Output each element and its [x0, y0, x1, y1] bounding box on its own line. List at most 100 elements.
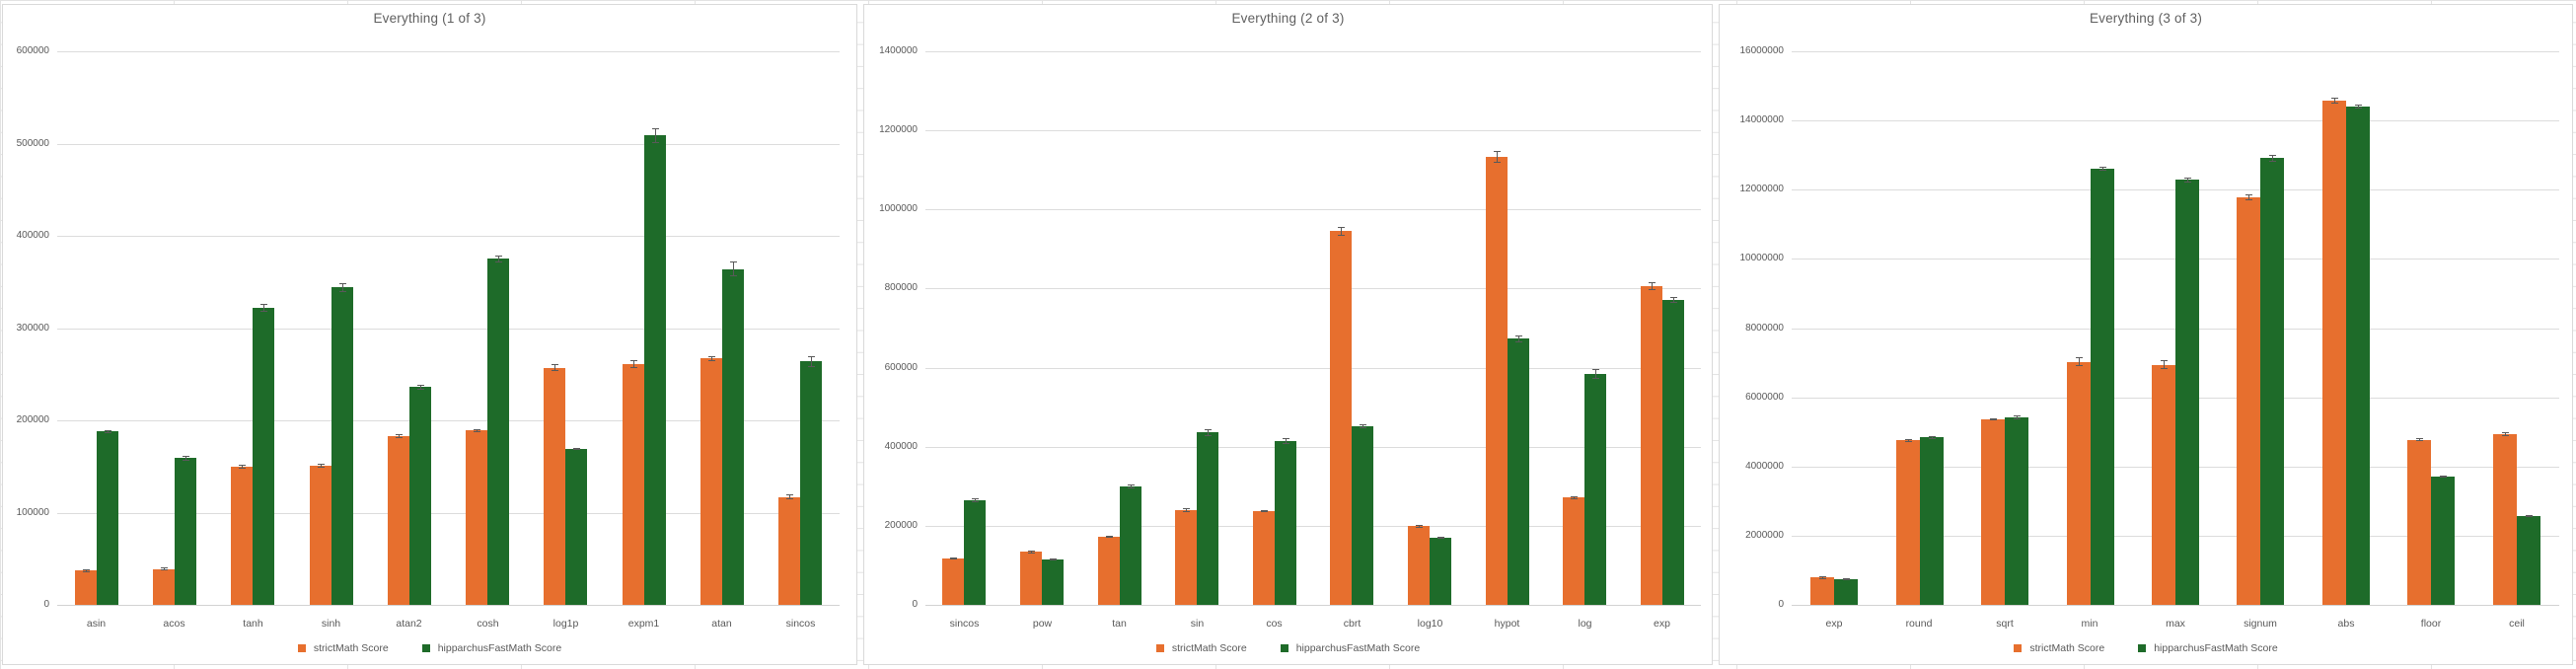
bar-fast-sqrt — [2005, 417, 2028, 605]
error-bar — [1108, 535, 1110, 538]
bar-fast-acos — [175, 458, 196, 605]
error-bar-cap-bottom — [2354, 107, 2362, 109]
bar-fast-pow — [1042, 558, 1064, 605]
error-bar-cap-top — [1514, 335, 1522, 337]
bar-fast-sinh — [331, 287, 353, 605]
bar-strict-max — [2152, 364, 2175, 605]
bar-strict-floor — [2407, 439, 2431, 605]
y-axis-tick-label: 400000 — [16, 230, 49, 241]
y-axis-tick-label: 1400000 — [879, 45, 918, 56]
error-bar-cap-bottom — [338, 290, 346, 292]
x-axis-category-label: sincos — [949, 618, 980, 630]
chart-object-3[interactable]: Everything (3 of 3) strictMath Score hip… — [1719, 4, 2573, 665]
error-bar — [2357, 104, 2359, 109]
error-bar — [1285, 437, 1287, 444]
error-bar-cap-top — [395, 433, 403, 435]
error-bar-cap-bottom — [2415, 440, 2423, 442]
error-bar — [1651, 282, 1653, 291]
error-bar-cap-top — [1928, 435, 1936, 437]
error-bar-cap-top — [338, 283, 346, 285]
x-axis-category-label: signum — [2244, 618, 2277, 630]
x-axis-category-label: atan2 — [396, 618, 422, 630]
error-bar-cap-top — [785, 494, 793, 496]
error-bar-cap-bottom — [1904, 440, 1912, 442]
bar-fast-hypot — [1508, 338, 1529, 605]
error-bar-cap-bottom — [729, 275, 737, 277]
gridline — [925, 288, 1701, 289]
error-bar-cap-top — [729, 261, 737, 263]
chart-object-2[interactable]: Everything (2 of 3) strictMath Score hip… — [863, 4, 1713, 665]
error-bar — [1992, 417, 1994, 420]
error-bar-cap-top — [2354, 104, 2362, 106]
x-axis-category-label: log1p — [552, 618, 579, 630]
bar-fast-exp — [1834, 578, 1858, 605]
y-axis-tick-label: 500000 — [16, 138, 49, 149]
error-bar — [553, 364, 555, 371]
error-bar-cap-bottom — [494, 261, 502, 263]
x-axis-category-label: exp — [1654, 618, 1670, 630]
bar-strict-abs — [2322, 100, 2346, 605]
error-bar — [1052, 558, 1054, 561]
error-bar — [1130, 483, 1132, 488]
bar-fast-log1p — [565, 449, 587, 605]
error-bar — [85, 569, 87, 572]
y-axis-tick-label: 1200000 — [879, 124, 918, 135]
error-bar-cap-bottom — [1648, 289, 1656, 291]
error-bar — [2163, 360, 2165, 370]
x-axis-category-label: cos — [1266, 618, 1283, 630]
y-axis-tick-label: 0 — [1778, 599, 1784, 610]
legend-swatch-strict — [297, 644, 306, 652]
error-bar-cap-top — [2183, 177, 2191, 179]
bar-fast-exp — [1662, 300, 1684, 605]
chart-title: Everything (2 of 3) — [1231, 11, 1345, 26]
error-bar-cap-bottom — [1359, 427, 1366, 429]
gridline — [925, 526, 1701, 527]
legend: strictMath Score hipparchusFastMath Scor… — [1720, 640, 2572, 656]
bar-strict-round — [1896, 440, 1920, 605]
bar-fast-log10 — [1430, 537, 1451, 605]
bar-fast-sincos — [964, 499, 986, 605]
error-bar — [632, 360, 634, 368]
error-bar-cap-top — [1669, 296, 1677, 298]
error-bar-cap-bottom — [317, 466, 325, 468]
error-bar-cap-top — [971, 497, 979, 499]
error-bar-cap-bottom — [1415, 526, 1423, 528]
bar-strict-sincos — [942, 558, 964, 605]
gridline — [925, 447, 1701, 448]
bar-strict-min — [2067, 361, 2091, 605]
error-bar-cap-top — [2268, 154, 2276, 156]
x-axis-category-label: pow — [1032, 618, 1053, 630]
error-bar-cap-bottom — [1928, 438, 1936, 440]
error-bar — [2186, 177, 2188, 184]
error-bar-cap-top — [1282, 437, 1289, 439]
error-bar-cap-top — [629, 360, 637, 362]
error-bar-cap-bottom — [2183, 182, 2191, 184]
gridline — [57, 605, 840, 606]
gridline — [1792, 120, 2559, 121]
bar-strict-acos — [153, 568, 175, 605]
error-bar-cap-bottom — [395, 437, 403, 439]
legend-swatch-fast — [421, 644, 430, 652]
legend-label-strict: strictMath Score — [1171, 642, 1247, 654]
bar-strict-hypot — [1486, 156, 1508, 605]
error-bar-cap-bottom — [2501, 434, 2509, 436]
bar-fast-cbrt — [1352, 425, 1373, 605]
y-axis-tick-label: 300000 — [16, 323, 49, 334]
error-bar-cap-top — [1415, 525, 1423, 527]
error-bar-cap-top — [182, 456, 189, 457]
error-bar-cap-bottom — [1182, 511, 1190, 513]
bar-strict-signum — [2237, 196, 2260, 605]
legend-swatch-strict — [1155, 644, 1164, 652]
error-bar — [476, 428, 478, 432]
error-bar — [262, 304, 264, 312]
chart-object-1[interactable]: Everything (1 of 3) strictMath Score hip… — [2, 4, 857, 665]
error-bar-cap-bottom — [160, 568, 168, 570]
y-axis-tick-label: 100000 — [16, 507, 49, 518]
error-bar-cap-bottom — [551, 370, 558, 371]
x-axis-category-label: exp — [1825, 618, 1843, 630]
error-bar — [2271, 154, 2273, 162]
bar-fast-abs — [2346, 106, 2370, 605]
bar-fast-min — [2091, 169, 2114, 605]
error-bar-cap-top — [1337, 226, 1345, 228]
error-bar-cap-bottom — [82, 570, 90, 572]
